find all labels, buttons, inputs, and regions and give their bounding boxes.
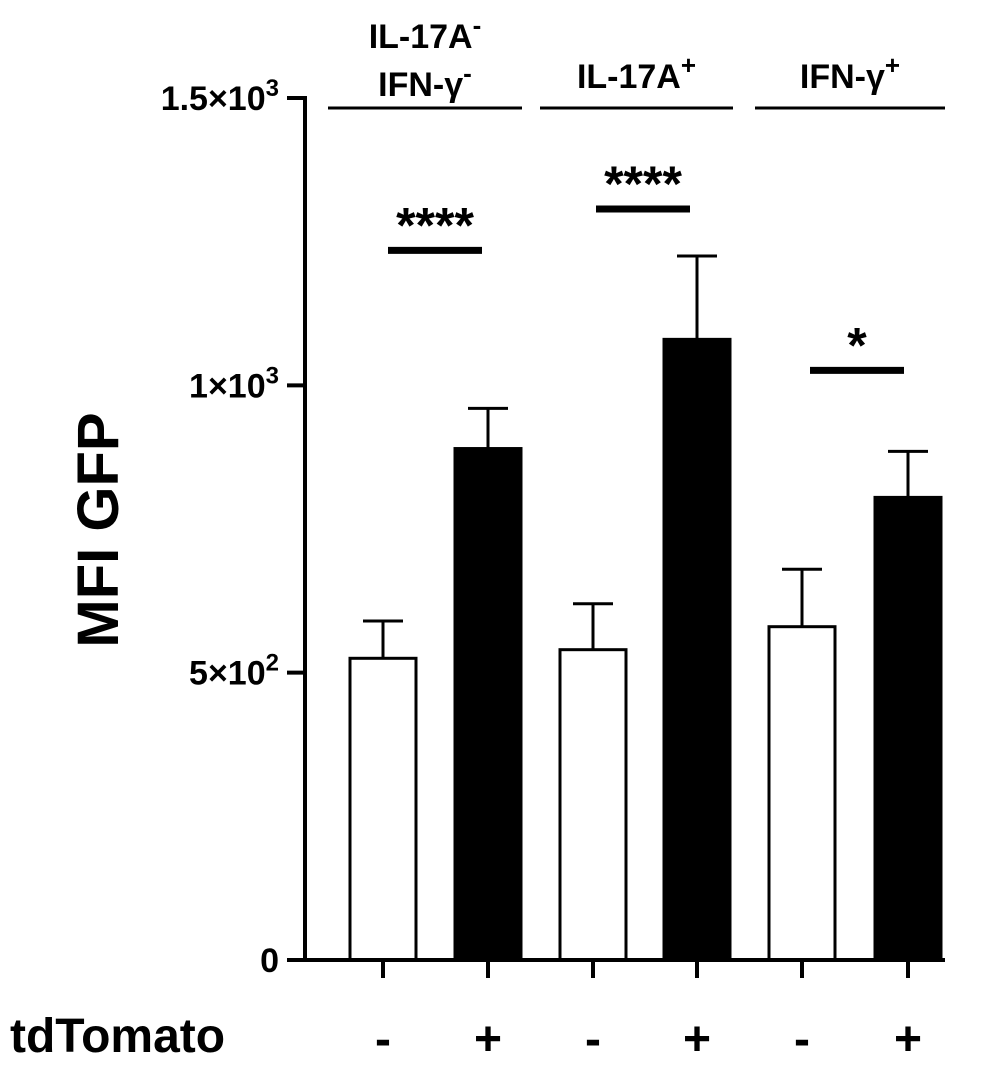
condition-axis-label: tdTomato [10,1010,225,1063]
bars [348,254,943,962]
y-tick-label: 5×102 [189,650,279,693]
y-tick-label: 1×103 [189,362,279,405]
group-label: IL-17A- [369,10,482,56]
bar [348,656,418,962]
condition-tick-label: - [585,1013,601,1066]
group-label: IL-17A+ [577,50,696,96]
x-axis: tdTomato - + - + - + [10,958,945,1066]
y-tick-label: 0 [260,942,279,980]
bar [873,495,943,962]
y-axis-label: MFI GFP [66,412,131,647]
group-label: IFN-γ- [378,58,472,104]
group-label: IFN-γ+ [800,50,900,96]
y-tick-label: 1.5×103 [161,75,279,118]
group-labels: IL-17A-IFN-γ- IL-17A+ IFN-γ+ [328,10,945,110]
bar [453,447,523,962]
bar [662,337,732,962]
significance-label: **** [604,156,682,212]
condition-tick-label: - [375,1013,391,1066]
condition-tick-label: + [894,1013,922,1066]
significance-label: **** [396,197,474,253]
significance-markers: ********* [388,156,904,374]
bar [558,648,628,962]
condition-tick-label: + [474,1013,502,1066]
bar [767,625,837,962]
significance-label: * [847,317,867,373]
y-axis: 0 5×102 1×103 1.5×103 [161,75,307,980]
condition-tick-label: + [683,1013,711,1066]
condition-tick-label: - [794,1013,810,1066]
